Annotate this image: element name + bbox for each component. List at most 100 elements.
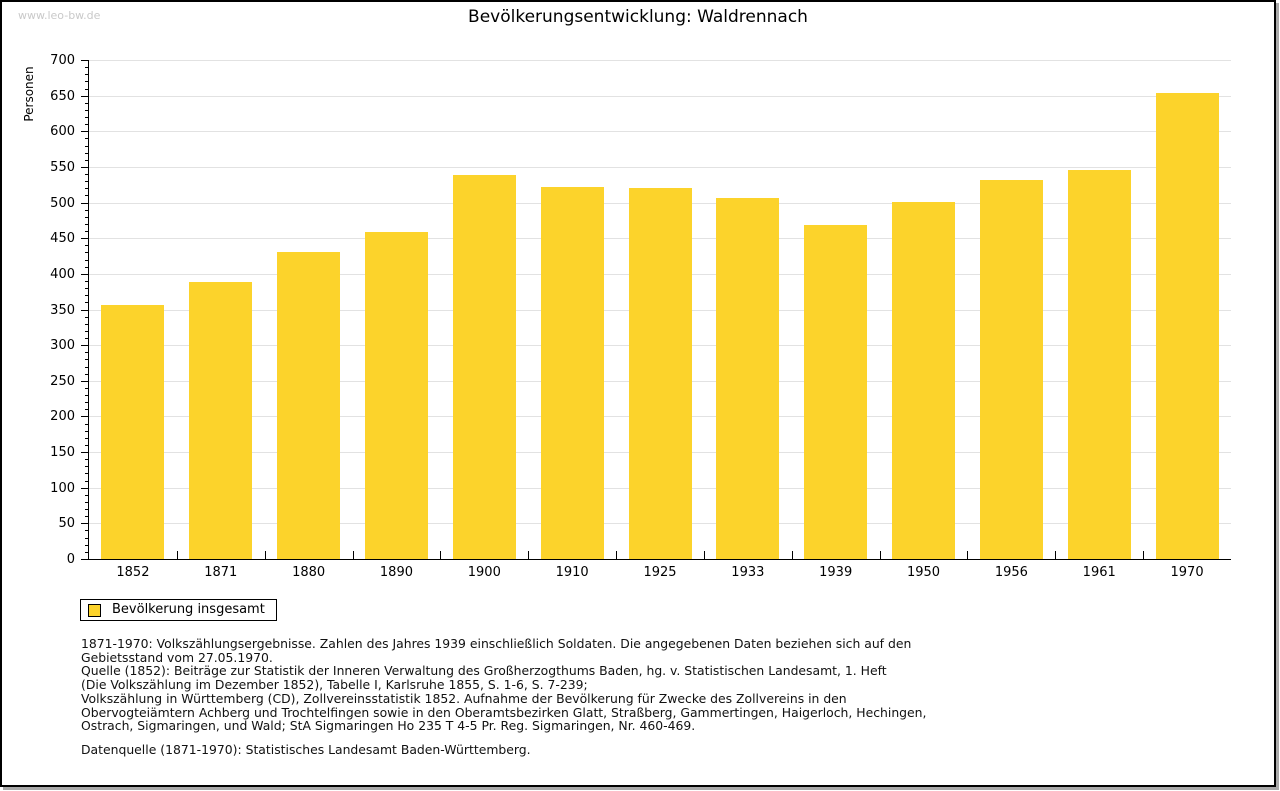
footnote-line-7: Ostrach, Sigmaringen, und Wald; StA Sigm… (81, 718, 696, 734)
datasource-line: Datenquelle (1871-1970): Statistisches L… (81, 742, 531, 757)
y-minor-tick (85, 395, 89, 397)
bar-1956 (979, 179, 1043, 559)
y-minor-tick (85, 402, 89, 404)
y-minor-tick (85, 174, 89, 176)
y-tick-600 (81, 131, 89, 133)
y-tick-label-700: 700 (50, 53, 75, 68)
y-minor-tick (85, 266, 89, 268)
bar-1871 (189, 282, 253, 559)
y-minor-tick (85, 459, 89, 461)
y-minor-tick (85, 466, 89, 468)
y-minor-tick (85, 124, 89, 126)
y-minor-tick (85, 444, 89, 446)
x-boundary-tick (967, 551, 969, 559)
gridline-y-650 (89, 95, 1231, 97)
x-tick-label-1970: 1970 (1170, 565, 1204, 580)
x-tick-label-1852: 1852 (116, 565, 150, 580)
y-minor-tick (85, 387, 89, 389)
y-minor-tick (85, 430, 89, 432)
y-minor-tick (85, 530, 89, 532)
y-minor-tick (85, 473, 89, 475)
footnotes: 1871-1970: Volkszählungsergebnisse. Zahl… (81, 637, 926, 733)
gridline-y-700 (89, 60, 1231, 61)
gridline-y-600 (89, 131, 1231, 133)
x-boundary-tick (1055, 551, 1057, 559)
y-minor-tick (85, 159, 89, 161)
y-tick-label-650: 650 (50, 88, 75, 104)
y-tick-label-400: 400 (50, 266, 75, 282)
y-minor-tick (85, 330, 89, 332)
y-minor-tick (85, 437, 89, 439)
y-minor-tick (85, 188, 89, 190)
y-tick-label-200: 200 (50, 409, 75, 425)
plot-area: 0 50 100 150 200 250 300 350 400 450 500 550 600 650 7… (50, 53, 1231, 580)
y-minor-tick (85, 480, 89, 482)
y-minor-tick (85, 259, 89, 261)
bar-1900 (452, 175, 516, 559)
y-tick-label-250: 250 (50, 373, 75, 389)
y-tick-400 (81, 273, 89, 275)
y-minor-tick (85, 423, 89, 425)
footnote-line-3: Quelle (1852): Beiträge zur Statistik de… (81, 663, 887, 679)
y-minor-tick (85, 366, 89, 368)
bar-1880 (277, 251, 341, 559)
y-minor-tick (85, 109, 89, 111)
y-minor-tick (85, 338, 89, 339)
gridline-y-550 (89, 166, 1231, 168)
x-boundary-tick (176, 551, 178, 559)
y-minor-tick (85, 323, 89, 325)
footnote-line-6: Obervogteiämtern Achberg und Trochtelfin… (81, 704, 927, 720)
bar-1950 (892, 201, 956, 559)
y-tick-150 (81, 452, 89, 454)
bar-1852 (101, 304, 165, 559)
x-boundary-tick (703, 551, 705, 559)
y-tick-250 (81, 380, 89, 382)
y-minor-tick (85, 551, 89, 553)
x-tick-label-1900: 1900 (467, 565, 501, 580)
y-minor-tick (85, 195, 89, 197)
y-tick-label-300: 300 (50, 338, 75, 354)
y-minor-tick (85, 252, 89, 254)
y-minor-tick (85, 223, 89, 225)
x-boundary-tick (440, 551, 442, 559)
bar-1939 (804, 224, 868, 559)
y-tick-0 (81, 559, 89, 560)
y-minor-tick (85, 67, 89, 69)
y-tick-300 (81, 345, 89, 347)
y-tick-50 (81, 523, 89, 525)
y-minor-tick (85, 544, 89, 546)
y-minor-tick (85, 81, 89, 83)
x-tick-label-1910: 1910 (555, 565, 589, 580)
y-minor-tick (85, 231, 89, 233)
bar-1910 (540, 186, 604, 559)
y-tick-label-150: 150 (50, 445, 75, 461)
y-minor-tick (85, 209, 89, 211)
y-minor-tick (85, 145, 89, 147)
y-minor-tick (85, 494, 89, 496)
x-tick-label-1961: 1961 (1082, 565, 1116, 580)
x-boundary-tick (791, 551, 793, 559)
y-tick-550 (81, 166, 89, 168)
y-tick-label-600: 600 (50, 124, 75, 140)
y-tick-100 (81, 487, 89, 489)
y-tick-450 (81, 238, 89, 240)
footnote-line-4: (Die Volkszählung im Dezember 1852), Tab… (81, 677, 588, 693)
legend: Bevölkerung insgesamt (80, 599, 277, 621)
y-tick-label-100: 100 (50, 480, 75, 496)
y-minor-tick (85, 295, 89, 297)
x-boundary-tick (528, 551, 530, 559)
x-tick-label-1871: 1871 (204, 565, 238, 580)
y-minor-tick (85, 280, 89, 282)
y-minor-tick (85, 138, 89, 140)
x-tick-label-1950: 1950 (906, 565, 941, 580)
footnote-line-1: 1871-1970: Volkszählungsergebnisse. Zahl… (81, 636, 912, 651)
bar-1933 (716, 198, 780, 559)
page-title: Bevölkerungsentwicklung: Waldrennach (468, 7, 808, 27)
y-minor-tick (85, 102, 89, 104)
bar-1890 (364, 231, 428, 559)
x-tick-label-1925: 1925 (643, 565, 677, 580)
y-minor-tick (85, 245, 89, 247)
y-minor-tick (85, 216, 89, 218)
y-tick-label-0: 0 (66, 552, 75, 567)
